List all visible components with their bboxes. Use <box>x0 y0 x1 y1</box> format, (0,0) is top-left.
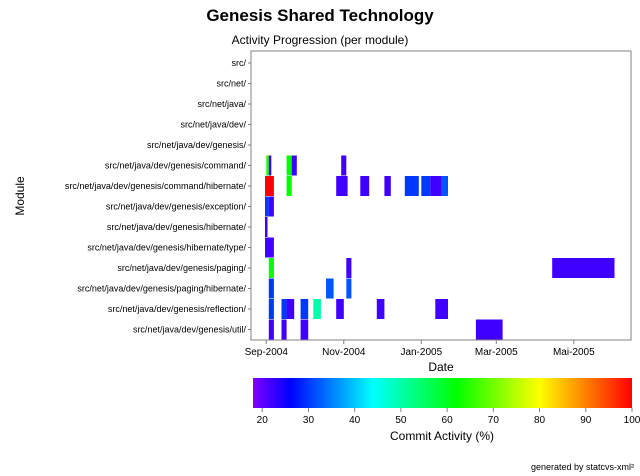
y-tick-label: src/net/java/dev/genesis/paging/ <box>117 263 246 273</box>
y-tick-label: src/net/java/dev/genesis/command/hiberna… <box>65 181 247 191</box>
activity-cell <box>421 176 431 196</box>
colorbar-tick-label: 30 <box>303 415 315 426</box>
activity-cell <box>268 278 274 299</box>
activity-cell <box>376 299 385 319</box>
activity-cell <box>360 176 370 196</box>
y-tick-label: src/net/java/dev/genesis/exception/ <box>106 202 247 212</box>
colorbar-tick-label: 80 <box>534 415 546 426</box>
y-tick-label: src/net/java/dev/genesis/ <box>147 140 247 150</box>
y-tick-label: src/net/java/dev/genesis/paging/hibernat… <box>77 284 246 294</box>
activity-cell <box>265 196 269 217</box>
y-tick-label: src/net/java/dev/genesis/reflection/ <box>108 304 247 314</box>
activity-cell <box>435 299 448 319</box>
colorbar-tick-label: 90 <box>580 415 592 426</box>
activity-cell <box>313 299 321 319</box>
activity-cell <box>281 319 287 340</box>
activity-cell <box>404 176 419 196</box>
activity-cell <box>300 299 309 319</box>
activity-cell <box>336 299 344 319</box>
colorbar-tick-label: 60 <box>442 415 454 426</box>
activity-cell <box>286 176 292 196</box>
chart-subtitle: Activity Progression (per module) <box>231 33 409 47</box>
footer-credit: generated by statcvs-xml² <box>530 462 634 472</box>
y-axis-label: Module <box>13 176 27 216</box>
activity-cell <box>281 299 287 319</box>
activity-cell <box>286 299 295 319</box>
activity-cell <box>268 155 272 176</box>
colorbar <box>253 378 632 408</box>
colorbar-tick-label: 20 <box>257 415 269 426</box>
activity-cell <box>336 176 348 196</box>
activity-cell <box>552 258 615 278</box>
activity-cell <box>286 155 292 176</box>
y-tick-label: src/net/java/dev/genesis/util/ <box>133 325 247 335</box>
colorbar-tick-label: 40 <box>349 415 361 426</box>
activity-cell <box>266 155 269 176</box>
x-tick-label: Mai-2005 <box>553 347 595 358</box>
chart-title: Genesis Shared Technology <box>206 6 434 25</box>
activity-cell <box>265 237 274 258</box>
x-tick-label: Sep-2004 <box>245 347 289 358</box>
activity-cell <box>430 176 442 196</box>
x-tick-label: Mar-2005 <box>475 347 518 358</box>
y-tick-label: src/net/java/dev/genesis/command/ <box>105 161 247 171</box>
activity-cell <box>268 319 274 340</box>
colorbar-label: Commit Activity (%) <box>390 429 494 443</box>
activity-cell <box>268 258 274 278</box>
activity-cell <box>346 258 352 278</box>
activity-cell <box>475 319 503 340</box>
activity-cell <box>265 176 274 196</box>
colorbar-tick-label: 50 <box>395 415 407 426</box>
x-tick-label: Nov-2004 <box>322 347 366 358</box>
x-tick-label: Jan-2005 <box>400 347 442 358</box>
activity-cell <box>268 299 274 319</box>
y-tick-label: src/ <box>232 58 247 68</box>
activity-cell <box>326 278 334 299</box>
activity-cell <box>300 319 309 340</box>
activity-cell <box>441 176 448 196</box>
activity-cell <box>341 155 347 176</box>
activity-cell <box>384 176 391 196</box>
activity-cell <box>291 155 297 176</box>
y-tick-label: src/net/java/dev/genesis/hibernate/ <box>107 222 247 232</box>
colorbar-tick-label: 70 <box>488 415 500 426</box>
activity-cell <box>268 196 274 217</box>
y-tick-label: src/net/java/ <box>197 99 246 109</box>
y-tick-label: src/net/java/dev/ <box>180 120 246 130</box>
y-tick-label: src/net/ <box>216 79 246 89</box>
activity-cell <box>265 217 268 237</box>
y-tick-label: src/net/java/dev/genesis/hibernate/type/ <box>87 243 246 253</box>
colorbar-tick-label: 100 <box>624 415 640 426</box>
activity-cell <box>346 278 352 299</box>
x-axis-label: Date <box>428 360 454 374</box>
